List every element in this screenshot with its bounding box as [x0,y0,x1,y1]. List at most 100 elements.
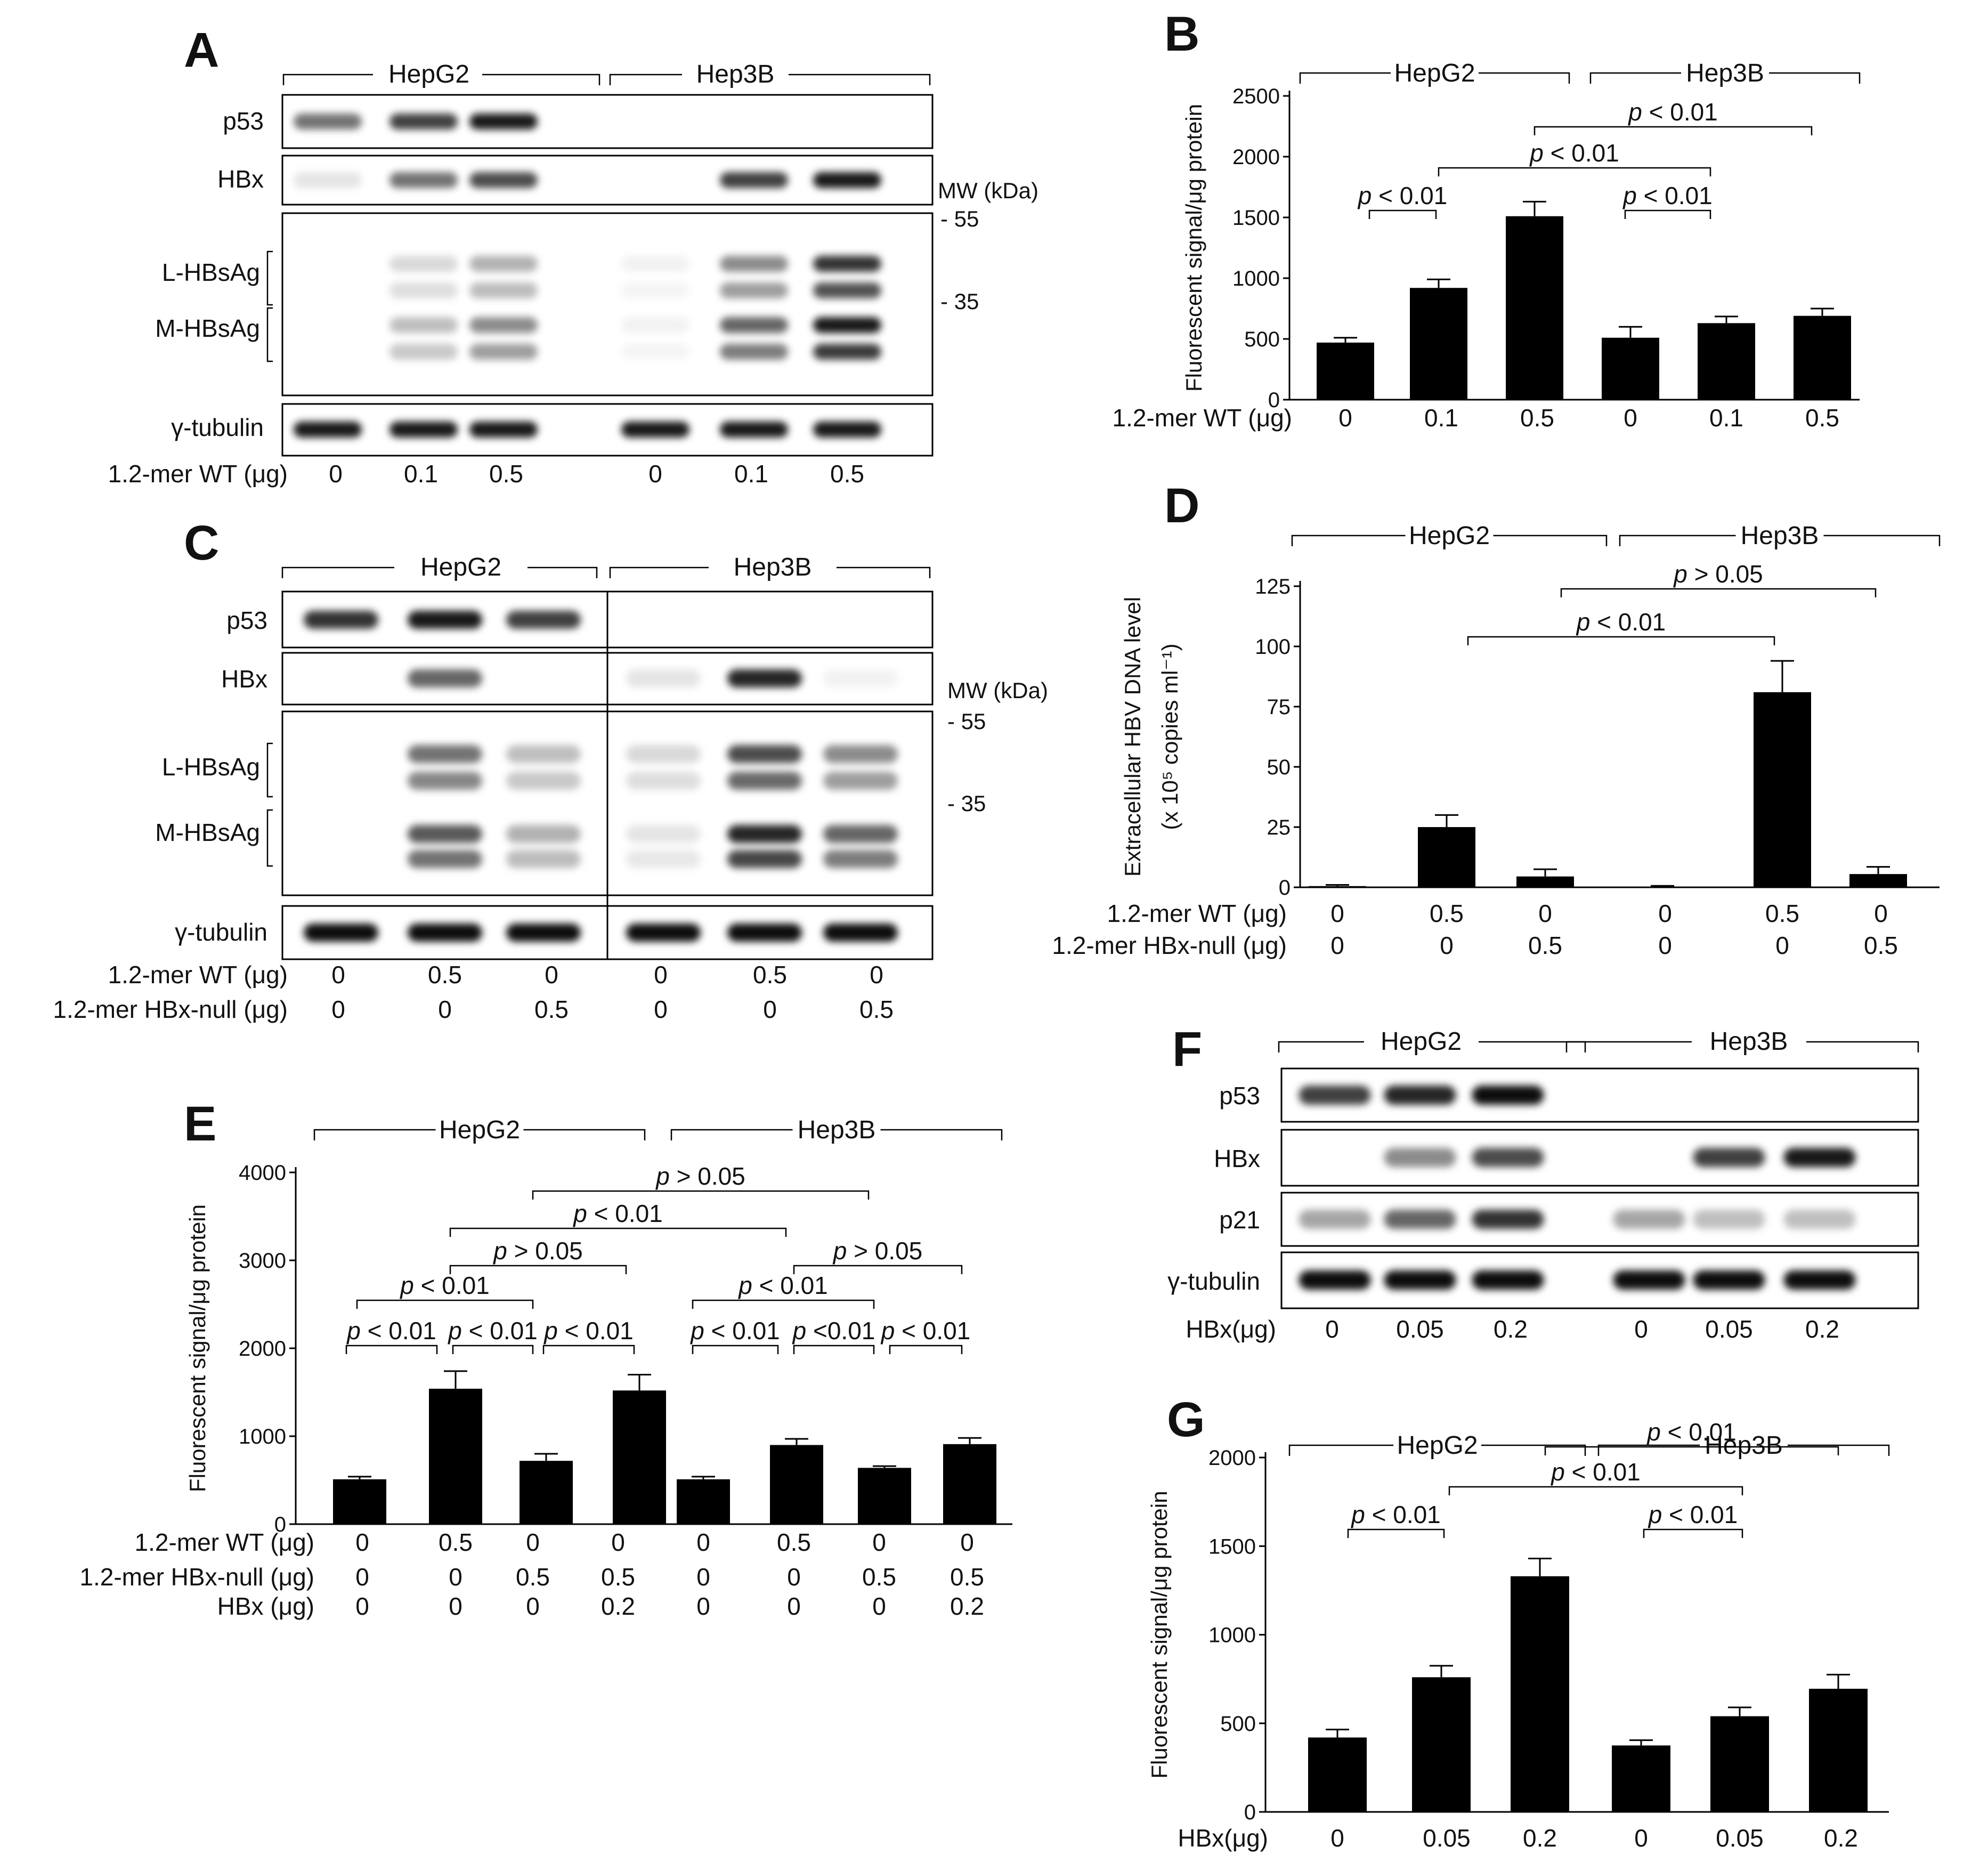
y-axis-title: Fluorescent signal/μg protein [185,1204,210,1492]
p-value-label: p < 0.01 [572,1200,663,1227]
y-tick-label: 2500 [1232,85,1280,108]
y-axis-title: Fluorescent signal/μg protein [1147,1491,1172,1778]
band-hbx-lane-6 [823,669,898,687]
band-hbx-lane-5 [720,172,788,188]
y-tick-label: 1000 [1208,1624,1256,1647]
bar [1710,1716,1769,1812]
row-label-hbx: HBx [217,165,264,193]
bar [613,1390,666,1524]
group-label-hep3b: Hep3B [1710,1027,1788,1056]
comparison-bracket [1624,209,1711,219]
condition-value: 0.5 [1528,932,1562,959]
group-label-hep3b: Hep3B [798,1116,876,1144]
blot-strip-p53 [1280,1067,1919,1123]
condition-value: 0 [545,961,558,989]
condition-label-hbx-g: HBx (μg) [217,1592,314,1620]
bar [858,1468,911,1524]
panel-letter-g: G [1167,1393,1205,1447]
p-value-label: p < 0.01 [880,1317,971,1345]
y-tick-label: 500 [1244,328,1280,351]
comparison-bracket [449,1265,627,1274]
comparison-bracket [692,1345,779,1354]
group-bracket-left [1597,1444,1700,1456]
mw-marker-35: - 35 [947,791,986,816]
condition-value: 0 [526,1592,540,1620]
p-value-label: p < 0.01 [1357,182,1448,209]
group-bracket-hepg2: HepG2 [281,553,598,581]
condition-value: 0 [611,1528,625,1556]
condition-value: 0.2 [601,1592,635,1620]
condition-value: 0.2 [1824,1824,1858,1852]
band-hbx-lane-2 [390,172,458,188]
condition-value: 0 [872,1528,886,1556]
y-tick-label: 1000 [239,1425,286,1448]
group-bracket-right [1769,72,1861,84]
condition-value: 0.5 [859,995,894,1023]
condition-value: 0.1 [734,460,768,488]
condition-value: 0 [787,1563,801,1591]
condition-value: 0 [1775,932,1789,959]
y-tick-label: 2000 [1208,1446,1256,1470]
condition-value: 0.5 [489,460,523,488]
p-value-label: p < 0.01 [737,1272,828,1299]
condition-value: 0.05 [1423,1824,1471,1852]
condition-value: 0.5 [950,1563,984,1591]
band-m-hbsag-lane-6 [823,825,898,843]
panel-letter-e: E [184,1097,216,1151]
condition-value: 0 [1658,900,1672,927]
band-tubulin-lane-6 [813,422,881,438]
band-m-hbsag-lane-4 [626,825,701,843]
condition-value: 0 [355,1592,369,1620]
bar [1418,827,1475,887]
bracket-l-hbsag [266,250,273,306]
band-m-hbsag-lane-4 [626,850,701,868]
p-value-label: p < 0.01 [346,1317,436,1345]
bar [1511,1576,1569,1812]
band-l-hbsag-lane-5 [720,256,788,272]
y-tick-label: 3000 [239,1249,286,1273]
condition-label-1-2-mer-hbx-null-g: 1.2-mer HBx-null (μg) [1052,932,1287,959]
condition-label-1-2-mer-hbx-null-g: 1.2-mer HBx-null (μg) [79,1563,314,1591]
band-m-hbsag-lane-5 [727,850,802,868]
panel-g-bar-chart: G HepG2 Hep3B 0 500 1000 1500 2000 Fluorescent … [1147,1393,1890,1852]
y-tick-label: 2000 [1232,145,1280,169]
band-l-hbsag-lane-4 [621,256,689,272]
mw-title: MW (kDa) [938,178,1038,203]
band-l-hbsag-lane-2 [408,745,482,763]
band-p21-lane-3 [1472,1210,1544,1229]
group-bracket-right [1788,1444,1890,1456]
p-value-label: p < 0.01 [1529,139,1619,167]
y-tick-label: 1000 [1232,267,1280,290]
comparison-bracket [1368,209,1437,219]
comparison-bracket [356,1299,534,1309]
y-tick-label: 1500 [1208,1535,1256,1558]
band-tubulin-lane-3 [469,422,538,438]
condition-table-a: 1.2-mer WT (μg) 0 0.1 0.5 0 0.1 0.5 [108,460,864,488]
mw-marker-55: - 55 [940,206,979,231]
comparison-bracket [449,1227,787,1237]
band-p53-lane-2 [408,611,482,629]
band-hbx-lane-3 [469,172,538,188]
p-value-label: p < 0.01 [1648,1501,1738,1528]
band-m-hbsag-lane-5 [720,317,788,333]
bracket-m-hbsag [266,307,273,362]
bar [943,1444,996,1524]
comparison-bracket [1467,636,1775,645]
comparison-bracket [542,1345,635,1354]
comparison-bracket [345,1345,438,1354]
bracket-l-hbsag [266,742,273,798]
group-bracket-right [1479,72,1570,84]
p-value-label: p < 0.01 [543,1317,634,1345]
group-label-hep3b: Hep3B [1705,1431,1783,1460]
band-m-hbsag-lane-4 [621,317,689,333]
condition-value: 0 [355,1563,369,1591]
comparison-bracket [1533,126,1813,135]
p-value-label: p > 0.05 [655,1162,745,1190]
comparison-bracket [793,1265,963,1274]
p-value-label: p < 0.01 [399,1272,490,1299]
band-l-hbsag-lane-3 [469,282,538,298]
group-label-hep3b: Hep3B [1741,522,1819,550]
band-l-hbsag-lane-3 [506,772,581,790]
y-tick-label: 500 [1220,1712,1256,1736]
